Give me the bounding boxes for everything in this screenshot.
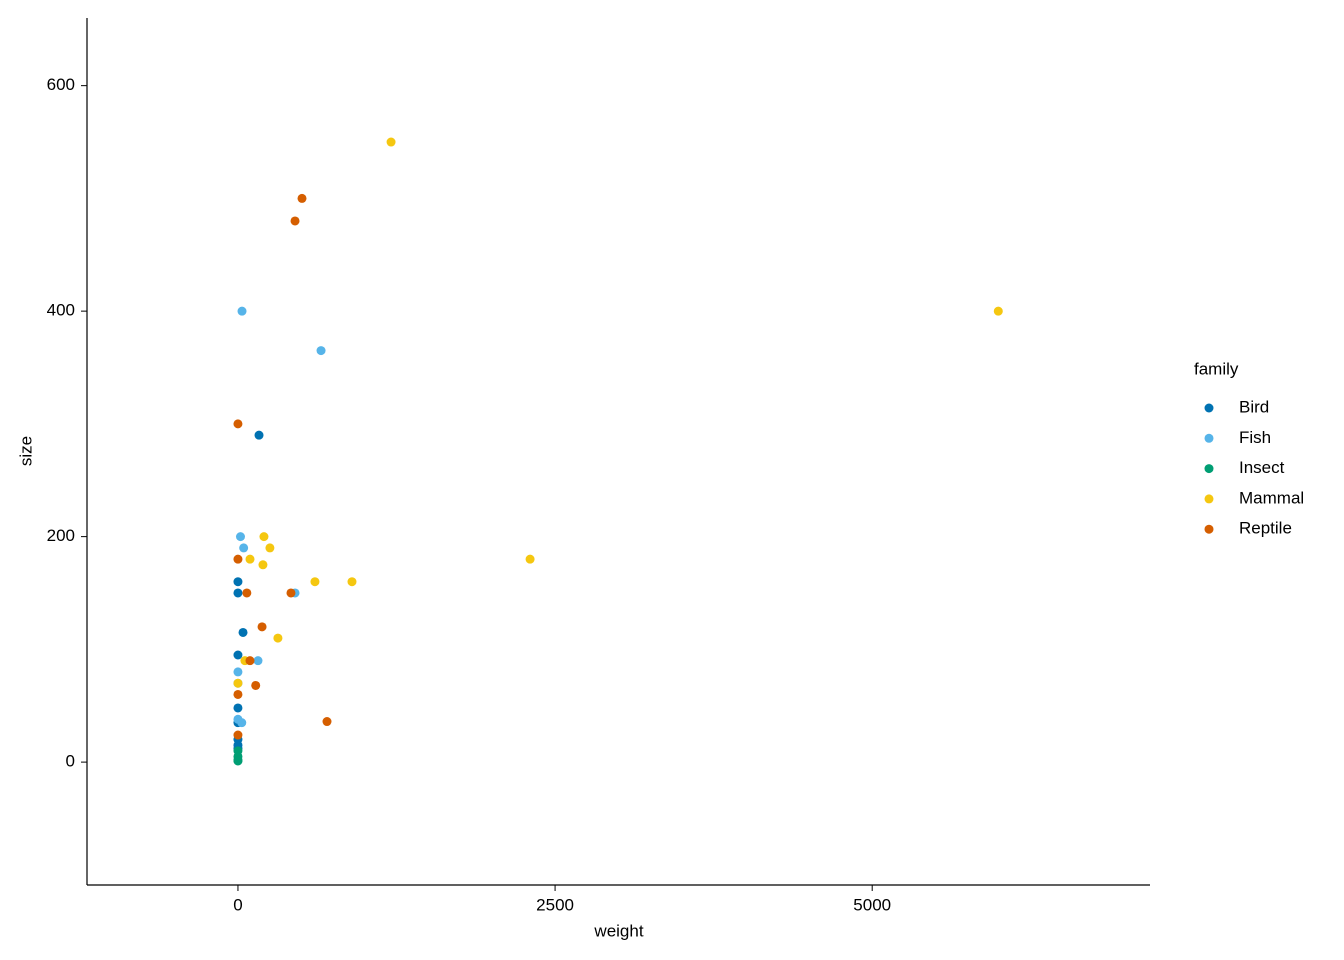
legend-label: Bird [1239, 397, 1269, 416]
x-axis-label: weight [593, 921, 643, 940]
point [245, 554, 255, 564]
point [233, 689, 243, 699]
point [233, 714, 243, 724]
point [254, 430, 264, 440]
point [233, 588, 243, 598]
point [242, 588, 252, 598]
point [347, 577, 357, 587]
point [386, 137, 396, 147]
y-tick-label: 0 [66, 752, 75, 771]
point [238, 627, 248, 637]
point [233, 554, 243, 564]
point [259, 532, 269, 542]
point [251, 680, 261, 690]
legend-marker [1204, 403, 1214, 413]
point [233, 730, 243, 740]
point [233, 650, 243, 660]
legend-label: Insect [1239, 458, 1285, 477]
legend-marker [1204, 464, 1214, 474]
point [257, 622, 267, 632]
point [233, 756, 243, 766]
point [233, 667, 243, 677]
x-tick-label: 2500 [536, 895, 574, 914]
point [239, 543, 249, 553]
point [265, 543, 275, 553]
point [297, 193, 307, 203]
y-axis-label: size [16, 436, 35, 466]
point [233, 577, 243, 587]
legend-marker [1204, 494, 1214, 504]
legend-label: Fish [1239, 428, 1271, 447]
point [233, 419, 243, 429]
point [525, 554, 535, 564]
point [235, 532, 245, 542]
point [237, 306, 247, 316]
x-tick-label: 5000 [853, 895, 891, 914]
y-tick-label: 600 [47, 75, 75, 94]
x-tick-label: 0 [233, 895, 242, 914]
point [245, 656, 255, 666]
legend-marker [1204, 524, 1214, 534]
point [993, 306, 1003, 316]
point [316, 346, 326, 356]
point [322, 717, 332, 727]
point [258, 560, 268, 570]
y-tick-label: 200 [47, 526, 75, 545]
legend-title: family [1194, 359, 1239, 378]
point [310, 577, 320, 587]
point [253, 656, 263, 666]
point [233, 678, 243, 688]
legend-label: Mammal [1239, 488, 1304, 507]
point [286, 588, 296, 598]
legend-marker [1204, 433, 1214, 443]
legend-label: Reptile [1239, 519, 1292, 538]
point [233, 703, 243, 713]
point [290, 216, 300, 226]
y-tick-label: 400 [47, 301, 75, 320]
point [273, 633, 283, 643]
